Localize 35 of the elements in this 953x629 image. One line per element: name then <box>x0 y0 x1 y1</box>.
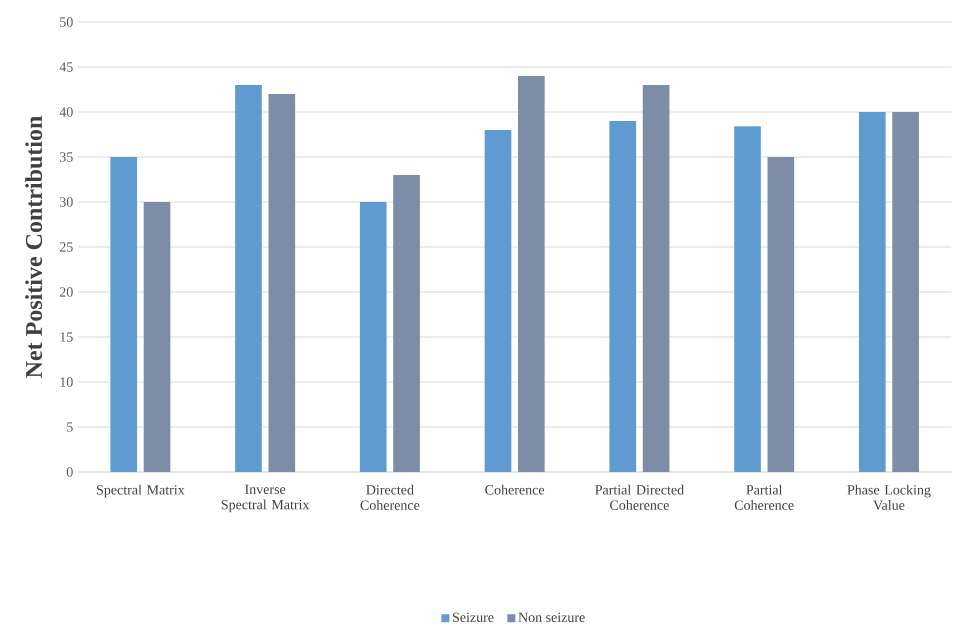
legend-label: Non seizure <box>518 612 585 622</box>
y-axis-title: Net Positive Contribution <box>25 116 42 378</box>
bar <box>484 130 512 472</box>
y-tick-label: 50 <box>60 17 73 27</box>
y-tick-label: 25 <box>60 242 73 252</box>
x-tick-label: Directed Coherence <box>360 484 420 510</box>
x-tick-label: Phase Locking Value <box>847 484 931 510</box>
bar <box>110 156 138 472</box>
bar <box>609 120 636 472</box>
bar <box>768 156 794 472</box>
bar <box>235 84 262 472</box>
y-tick-label: 10 <box>60 377 73 387</box>
bar <box>642 84 670 472</box>
y-tick-label: 45 <box>60 62 73 72</box>
y-tick-label: 20 <box>60 287 73 297</box>
legend-label: Seizure <box>452 612 494 622</box>
bar <box>518 76 545 472</box>
x-tick-label: Partial Directed Coherence <box>595 484 684 510</box>
bar <box>393 174 420 472</box>
x-tick-label: Inverse Spectral Matrix <box>222 484 310 512</box>
bar <box>268 94 296 472</box>
y-tick-label: 35 <box>60 152 73 162</box>
x-tick-label: Spectral Matrix <box>97 484 185 498</box>
bar <box>144 202 170 472</box>
x-tick-label: Partial Coherence <box>734 484 794 510</box>
bar <box>360 202 387 472</box>
bar <box>858 112 886 472</box>
y-tick-label: 5 <box>67 422 73 432</box>
bar <box>734 126 761 472</box>
y-tick-label: 0 <box>66 467 73 477</box>
bar <box>892 112 919 472</box>
y-tick-label: 30 <box>60 197 73 207</box>
x-tick-label: Coherence <box>485 484 544 494</box>
y-tick-label: 40 <box>60 107 73 117</box>
y-tick-label: 15 <box>60 332 73 342</box>
